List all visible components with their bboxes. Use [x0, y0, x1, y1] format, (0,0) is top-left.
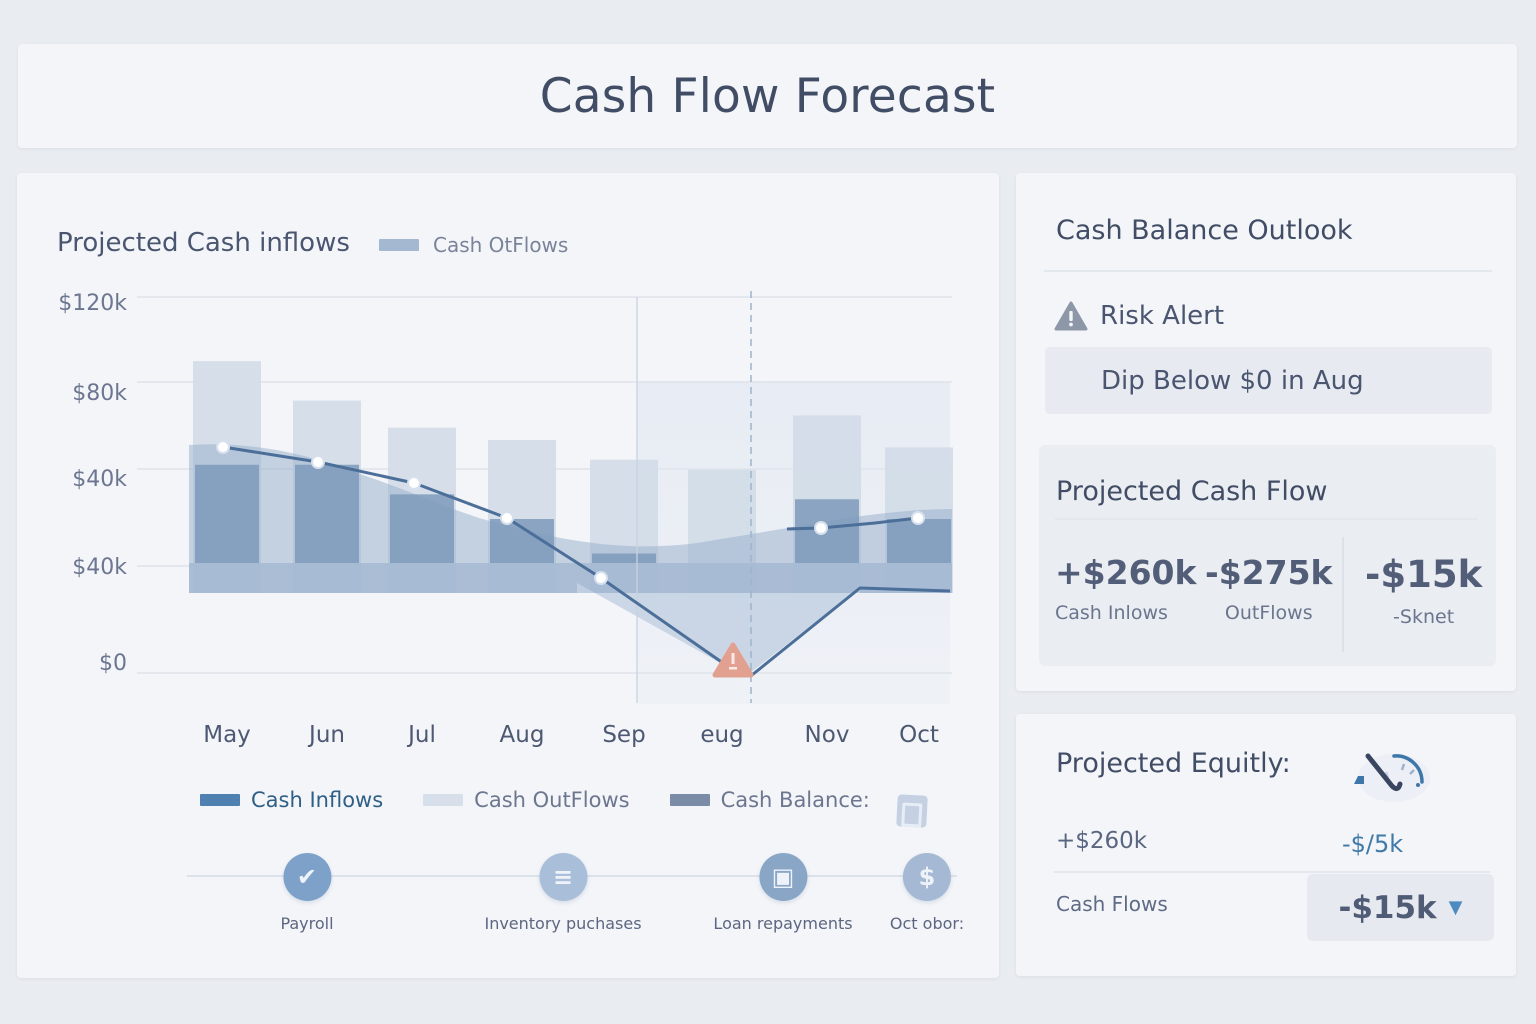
- timeline-milestone[interactable]: ✔ Payroll: [280, 853, 334, 933]
- equity-change-value: -$/5k: [1342, 830, 1404, 858]
- top-legend[interactable]: Cash OtFlows: [379, 233, 568, 257]
- inflow-area: [189, 444, 952, 593]
- cash-flow-chart: $120k $80k $40k $40k $0 May Jun Jul Aug Sep eug Nov…: [58, 291, 953, 748]
- metric-value: -$15k: [1365, 553, 1483, 596]
- timeline-label: Loan repayments: [713, 914, 853, 933]
- inflow-bar[interactable]: [195, 464, 259, 563]
- legend-label: Cash OutFlows: [474, 788, 630, 812]
- layers-icon: ≡: [539, 853, 587, 901]
- metric-label: OutFlows: [1224, 602, 1313, 624]
- page-title: Cash Flow Forecast: [539, 68, 996, 124]
- inflow-bar[interactable]: [887, 519, 951, 563]
- x-tick-label: Sep: [602, 722, 645, 748]
- legend-swatch: [423, 794, 464, 806]
- chart-card: $120k $80k $40k $40k $0 May Jun Jul Aug Sep eug Nov…: [17, 173, 999, 978]
- legend-item[interactable]: Cash Balance:: [669, 788, 870, 812]
- projected-equity-card: Projected Equitly: +$260k -$/5k Cash Flo…: [1016, 714, 1516, 976]
- cash-balance-line-segment: [786, 516, 919, 531]
- inflow-bar[interactable]: [592, 553, 656, 563]
- x-tick-label: Nov: [805, 722, 850, 748]
- check-icon: ✔: [282, 853, 331, 901]
- legend-label: Cash Inflows: [251, 788, 384, 812]
- legend-swatch: [200, 794, 240, 806]
- header-card: Cash Flow Forecast: [18, 44, 1517, 148]
- data-point[interactable]: [407, 476, 421, 490]
- divider: [1054, 871, 1490, 873]
- data-point[interactable]: [594, 571, 608, 585]
- y-tick-label: $0: [99, 651, 127, 676]
- legend-item[interactable]: Cash Inflows: [200, 788, 383, 812]
- net-cash-flow-dropdown[interactable]: -$15k ▼: [1307, 874, 1494, 941]
- cash-flows-label: Cash Flows: [1056, 892, 1168, 916]
- y-tick-label: $120k: [58, 291, 127, 316]
- timeline-label: Inventory puchases: [484, 914, 642, 933]
- warning-icon: [1054, 301, 1088, 331]
- y-tick-label: $40k: [72, 467, 127, 492]
- divider: [1342, 537, 1344, 652]
- metric-value: +$260k: [1055, 553, 1197, 592]
- data-point[interactable]: [311, 455, 325, 469]
- x-tick-label: Aug: [500, 722, 545, 748]
- divider: [1055, 518, 1477, 520]
- legend-swatch: [669, 794, 710, 806]
- dollar-icon: $: [902, 853, 951, 901]
- timeline-milestone[interactable]: $ Oct obor:: [890, 853, 964, 933]
- equity-title: Projected Equitly:: [1056, 748, 1291, 779]
- y-tick-label: $40k: [72, 555, 127, 580]
- copy-icon: ▣: [758, 853, 807, 901]
- gauge-icon: [1354, 753, 1430, 802]
- legend-swatch-outflows: [379, 239, 419, 251]
- timeline: ✔ Payroll ≡ Inventory puchases ▣ Loan repayme…: [187, 853, 964, 943]
- risk-alert-text: Dip Below $0 in Aug: [1101, 365, 1364, 396]
- outlook-title: Cash Balance Outlook: [1056, 215, 1353, 246]
- cash-balance-outlook-card: Cash Balance Outlook Risk Alert Dip Belo…: [1016, 173, 1516, 691]
- x-tick-label: eug: [700, 722, 743, 748]
- legend-item[interactable]: Cash OutFlows: [423, 788, 630, 812]
- metric-cash-inflows: +$260k Cash Inlows: [1055, 553, 1196, 624]
- negative-balance-area: [577, 583, 860, 673]
- timeline-milestone[interactable]: ≡ Inventory puchases: [484, 853, 642, 933]
- timeline-milestone[interactable]: ▣ Loan repayments: [713, 853, 853, 933]
- risk-alert-header: Risk Alert: [1054, 301, 1224, 331]
- projected-cash-flow-title: Projected Cash Flow: [1056, 476, 1328, 507]
- metric-label: Cash Inlows: [1055, 602, 1168, 624]
- data-point[interactable]: [500, 511, 514, 525]
- equity-inflow-value: +$260k: [1056, 828, 1148, 854]
- timeline-label: Payroll: [280, 914, 334, 933]
- warning-icon[interactable]: [712, 642, 754, 678]
- risk-alert-message[interactable]: Dip Below $0 in Aug: [1045, 347, 1492, 414]
- timeline-label: Oct obor:: [889, 914, 965, 933]
- x-tick-label: May: [203, 722, 251, 748]
- divider: [1044, 270, 1492, 272]
- metric-outflows: -$275k OutFlows: [1205, 553, 1333, 624]
- legend-label: Cash Balance:: [720, 788, 870, 812]
- metric-net: -$15k -Sknet: [1365, 553, 1482, 628]
- x-tick-label: Oct: [899, 722, 939, 748]
- data-point[interactable]: [216, 440, 230, 454]
- metric-label: -Sknet: [1393, 606, 1455, 628]
- x-tick-label: Jun: [307, 722, 345, 748]
- inflow-bar[interactable]: [295, 464, 359, 563]
- data-point[interactable]: [911, 511, 925, 525]
- projected-cash-flow-panel: Projected Cash Flow +$260k Cash Inlows -…: [1039, 445, 1496, 666]
- copy-icon[interactable]: [896, 794, 928, 828]
- inflow-bar[interactable]: [390, 494, 454, 563]
- bottom-legend: Cash Inflows Cash OutFlows Cash Balance:: [200, 788, 910, 812]
- data-point[interactable]: [814, 521, 828, 535]
- y-tick-label: $80k: [72, 381, 127, 406]
- legend-label-outflows: Cash OtFlows: [433, 233, 569, 257]
- x-tick-label: Jul: [406, 722, 436, 748]
- inflow-base-band: [189, 563, 952, 593]
- risk-alert-label: Risk Alert: [1100, 301, 1225, 331]
- metric-value: -$275k: [1205, 553, 1333, 592]
- chevron-down-icon: ▼: [1448, 897, 1463, 918]
- net-cash-flow-value: -$15k: [1338, 889, 1437, 926]
- chart-title: Projected Cash inflows: [57, 228, 350, 258]
